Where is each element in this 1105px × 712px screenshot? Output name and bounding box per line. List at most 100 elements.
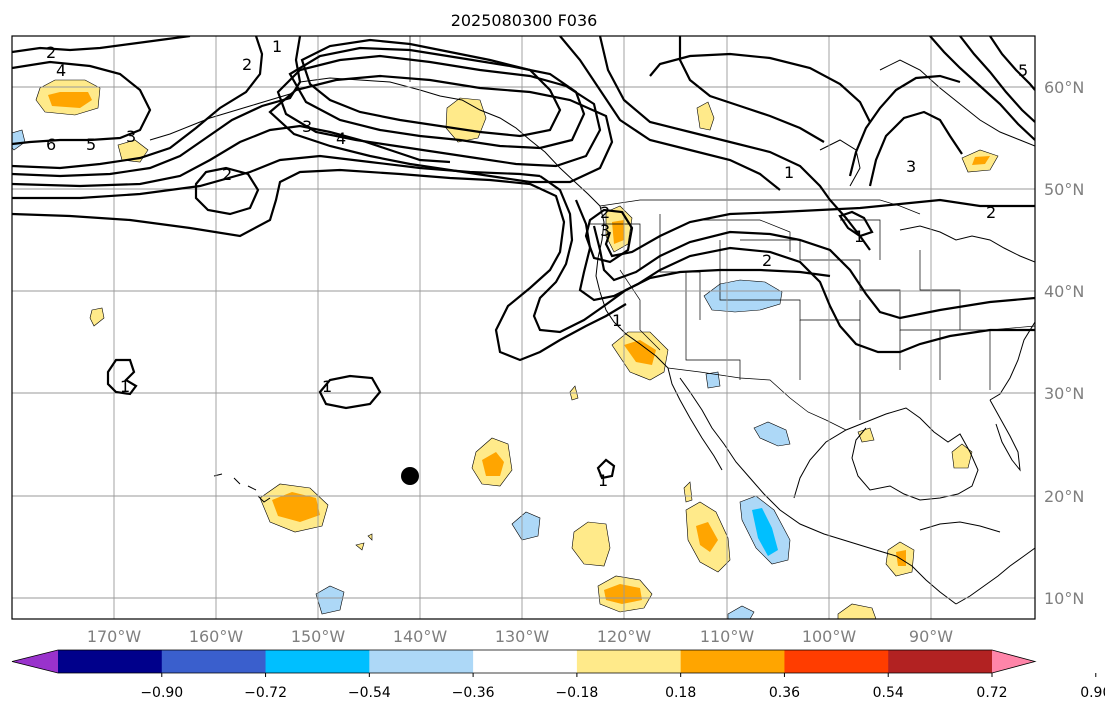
contour-east-1 — [868, 110, 963, 187]
contour-label: 1 — [272, 37, 282, 56]
contour-ridge-1 — [574, 199, 1035, 354]
orange-patch-socal — [624, 340, 656, 365]
state-line-4 — [700, 219, 961, 330]
lon-label: 90°W — [909, 627, 953, 646]
yellow-patch-bottom-right — [837, 603, 877, 619]
longitude-labels: 170°W 160°W 150°W 140°W 130°W 120°W 110°… — [87, 627, 953, 646]
east-canada-coast — [879, 59, 1035, 147]
contour-label: 1 — [598, 471, 608, 490]
colorbar-segment — [680, 650, 785, 673]
blue-patch-bottom — [727, 605, 755, 619]
contour-label: 1 — [854, 227, 864, 246]
contour-east-5 — [989, 36, 1035, 91]
colorbar-segment — [161, 650, 267, 673]
map-frame — [11, 35, 1036, 620]
yellow-patch-tiny-1 — [355, 542, 365, 551]
contour-west-trough-1 — [12, 168, 627, 362]
contour-west-trough-2 — [532, 175, 831, 334]
map-panel: 2 4 6 5 3 2 1 2 3 4 1 2 3 1 2 1 2 3 5 1 — [11, 35, 1036, 620]
state-line-3 — [685, 272, 991, 420]
contour-closed-2 — [194, 166, 260, 216]
lat-label: 30°N — [1044, 384, 1084, 403]
colorbar-segment — [265, 650, 370, 673]
orange-patch-east-canada — [972, 156, 990, 165]
lon-label: 120°W — [597, 627, 652, 646]
colorbar-tick-label: −0.54 — [348, 685, 391, 701]
figure-title: 2025080300 F036 — [451, 11, 598, 30]
blue-patch-17n-pacific — [511, 511, 541, 541]
contour-gulf-alaska-4 — [268, 74, 614, 184]
contour-canada-4 — [649, 52, 871, 123]
contour-east-3 — [929, 36, 1035, 141]
contour-ridge-2 — [592, 225, 1035, 320]
lon-label: 150°W — [291, 627, 346, 646]
aleutian-chain — [149, 87, 301, 141]
contour-gulf-alaska-3 — [276, 54, 602, 168]
blue-patch-far-west — [12, 129, 26, 151]
contour-closed-1-mid — [318, 374, 382, 410]
alaska-coast — [299, 77, 601, 207]
contour-label: 3 — [906, 157, 916, 176]
blue-patch-11n-west — [315, 585, 345, 615]
lat-label: 20°N — [1044, 487, 1084, 506]
yellow-patch-florida — [951, 443, 973, 469]
blue-patch-colorado — [703, 279, 783, 313]
contour-gulf-alaska-1 — [300, 38, 562, 138]
colorbar-segment — [369, 650, 474, 673]
contour-closed-small-east — [838, 210, 874, 238]
contour-label: 4 — [336, 129, 346, 148]
lon-label: 100°W — [802, 627, 857, 646]
lat-label: 40°N — [1044, 282, 1084, 301]
colorbar-segment — [784, 650, 889, 673]
colorbar-tick-label: −0.90 — [140, 685, 183, 701]
colorbar-outline — [11, 649, 1037, 674]
yellow-patch-17n-east — [571, 521, 611, 567]
contour-label: 3 — [126, 127, 136, 146]
orange-patch-guatemala — [896, 550, 906, 566]
colorbar-segment — [58, 650, 163, 673]
contour-label: 3 — [600, 221, 610, 240]
colorbar-tick-label: −0.18 — [555, 685, 598, 701]
contour-label: 4 — [56, 61, 66, 80]
contour-aleutian-2 — [12, 154, 541, 200]
storm-position-marker — [401, 467, 419, 485]
blue-patch-mexico — [753, 421, 791, 447]
contour-east-4 — [959, 36, 1035, 123]
colorbar-segment — [473, 650, 578, 673]
latitude-labels: 60°N 50°N 40°N 30°N 20°N 10°N — [1044, 78, 1084, 608]
baja-california — [667, 367, 957, 605]
lat-label: 60°N — [1044, 78, 1084, 97]
florida — [989, 399, 1021, 472]
great-lakes — [899, 225, 1035, 263]
central-america — [955, 547, 1035, 605]
colorbar-tick-label: 0.90 — [1080, 685, 1105, 701]
orange-patch-11n — [604, 584, 642, 604]
blue-patch-sonora — [705, 371, 721, 389]
west-coast — [595, 205, 669, 369]
contour-top-left-5 — [12, 124, 451, 188]
contour-lines — [12, 36, 1035, 480]
yellow-patch-tiny-2 — [367, 533, 373, 541]
lon-label: 140°W — [393, 627, 448, 646]
contour-gulf-alaska-2 — [288, 46, 586, 150]
contour-label: 1 — [322, 377, 332, 396]
contour-top-left-1 — [12, 36, 191, 54]
contour-canada-3 — [678, 36, 825, 143]
orange-patch-23n-pacific — [482, 452, 504, 476]
colorbar-extend-high — [992, 650, 1035, 673]
contour-label: 1 — [612, 311, 622, 330]
coastlines — [149, 59, 1035, 605]
lon-label: 170°W — [87, 627, 142, 646]
contour-label: 2 — [986, 203, 996, 222]
lon-label: 160°W — [189, 627, 244, 646]
contour-label: 5 — [86, 135, 96, 154]
colorbar-tick-label: 0.54 — [873, 685, 904, 701]
orange-patch-oregon — [612, 220, 624, 244]
contour-label: 2 — [222, 165, 232, 184]
colorbar-tick-label: 0.18 — [665, 685, 696, 701]
lat-label: 10°N — [1044, 589, 1084, 608]
contour-label: 2 — [600, 203, 610, 222]
contour-label: 6 — [46, 135, 56, 154]
contour-canada-2 — [598, 36, 871, 251]
